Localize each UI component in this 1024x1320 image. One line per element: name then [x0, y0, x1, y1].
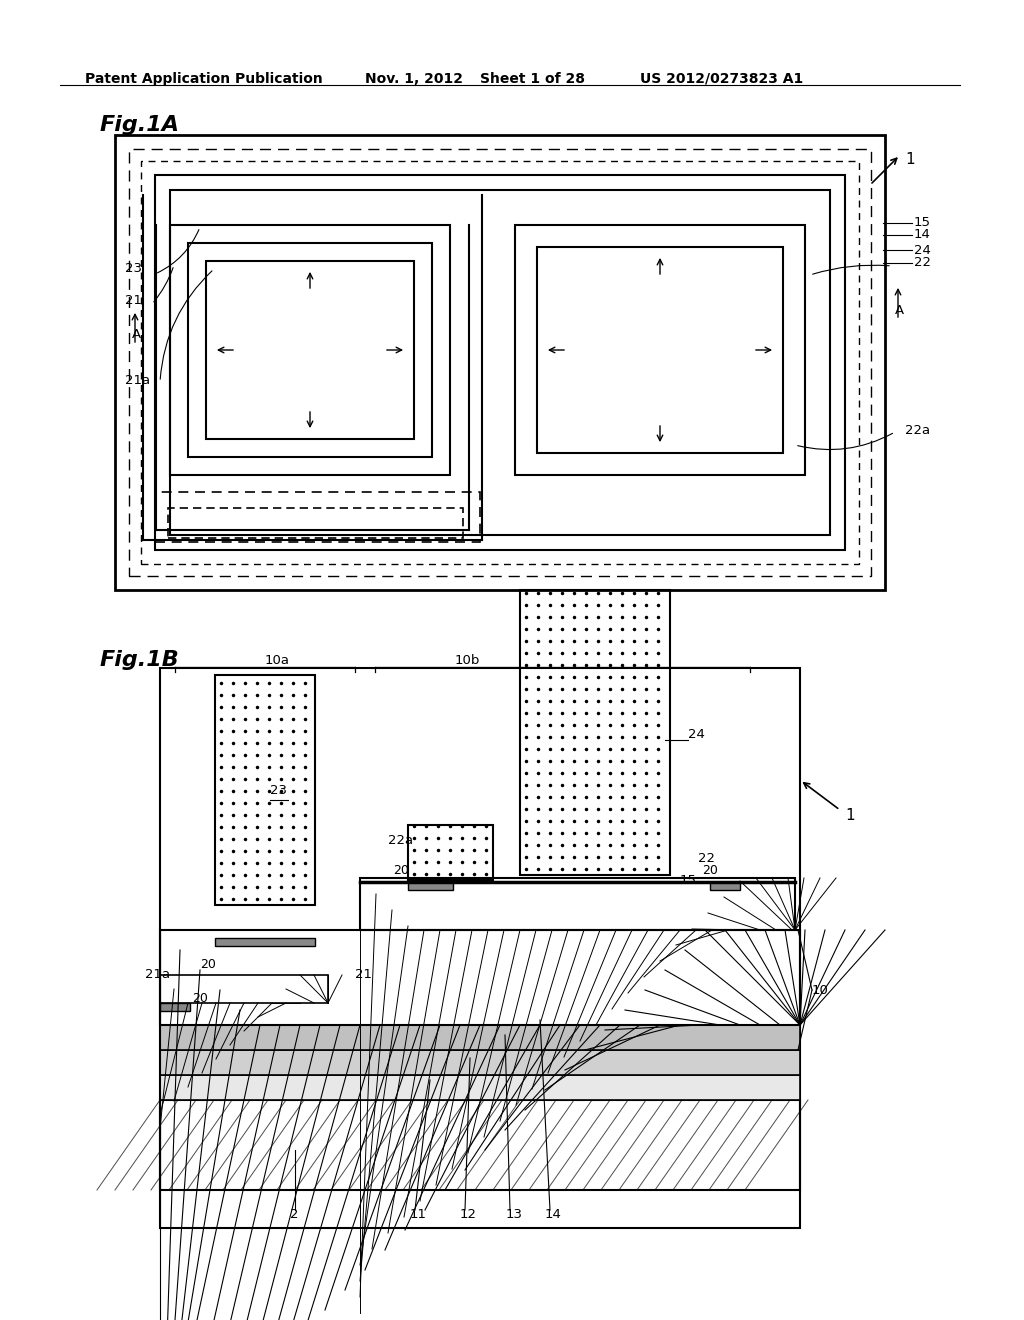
Bar	[408, 825, 493, 880]
Text: 22: 22	[914, 256, 931, 269]
Bar	[168, 508, 463, 539]
Text: Sheet 1 of 28: Sheet 1 of 28	[480, 73, 585, 86]
Text: 24: 24	[914, 243, 931, 256]
Bar	[141, 161, 859, 564]
Bar	[129, 149, 871, 576]
Text: 10a: 10a	[265, 653, 290, 667]
Text: Fig.1A: Fig.1A	[100, 115, 180, 135]
Bar	[160, 975, 328, 1003]
Bar	[170, 190, 830, 535]
Bar	[160, 668, 800, 1228]
Bar	[408, 882, 453, 890]
Text: 1: 1	[845, 808, 855, 822]
Text: 20: 20	[200, 958, 216, 972]
Bar	[215, 675, 315, 906]
Text: 20: 20	[393, 863, 409, 876]
Text: 24: 24	[688, 729, 705, 742]
Bar	[160, 1026, 800, 1049]
Bar	[215, 939, 315, 946]
Text: 10b: 10b	[455, 653, 480, 667]
Text: 11: 11	[410, 1209, 427, 1221]
Text: 1: 1	[905, 153, 914, 168]
Bar	[160, 1100, 800, 1191]
Bar	[170, 224, 450, 475]
Text: 15: 15	[914, 216, 931, 230]
Text: 20: 20	[193, 991, 208, 1005]
Bar	[188, 243, 432, 457]
Bar	[515, 224, 805, 475]
Bar	[115, 135, 885, 590]
Bar	[710, 882, 740, 890]
Text: 12: 12	[460, 1209, 477, 1221]
Text: 23: 23	[125, 261, 142, 275]
Bar	[520, 590, 670, 875]
Text: US 2012/0273823 A1: US 2012/0273823 A1	[640, 73, 803, 86]
Bar	[160, 1049, 800, 1074]
Bar	[155, 492, 480, 543]
Text: Patent Application Publication: Patent Application Publication	[85, 73, 323, 86]
Text: 21a: 21a	[125, 374, 151, 387]
Text: 22: 22	[698, 851, 715, 865]
Text: 21a: 21a	[145, 969, 170, 982]
Text: 22a: 22a	[388, 833, 413, 846]
Bar	[155, 176, 845, 550]
Text: 21: 21	[355, 969, 372, 982]
Text: Nov. 1, 2012: Nov. 1, 2012	[365, 73, 463, 86]
Text: A: A	[132, 329, 141, 342]
Text: Fig.1B: Fig.1B	[100, 649, 180, 671]
Text: 15: 15	[680, 874, 697, 887]
Bar	[160, 1003, 190, 1011]
Text: 13: 13	[506, 1209, 523, 1221]
Text: 10: 10	[812, 983, 828, 997]
Text: 23: 23	[270, 784, 287, 796]
Text: 14: 14	[914, 228, 931, 242]
Text: 2: 2	[290, 1209, 299, 1221]
Text: 21: 21	[125, 293, 142, 306]
Bar	[537, 247, 783, 453]
Bar	[160, 931, 800, 1026]
Bar	[206, 261, 414, 440]
Text: 22a: 22a	[905, 424, 930, 437]
Bar	[360, 878, 795, 931]
Text: 20: 20	[702, 863, 718, 876]
Bar	[160, 1074, 800, 1100]
Text: A: A	[895, 304, 904, 317]
Text: 14: 14	[545, 1209, 562, 1221]
